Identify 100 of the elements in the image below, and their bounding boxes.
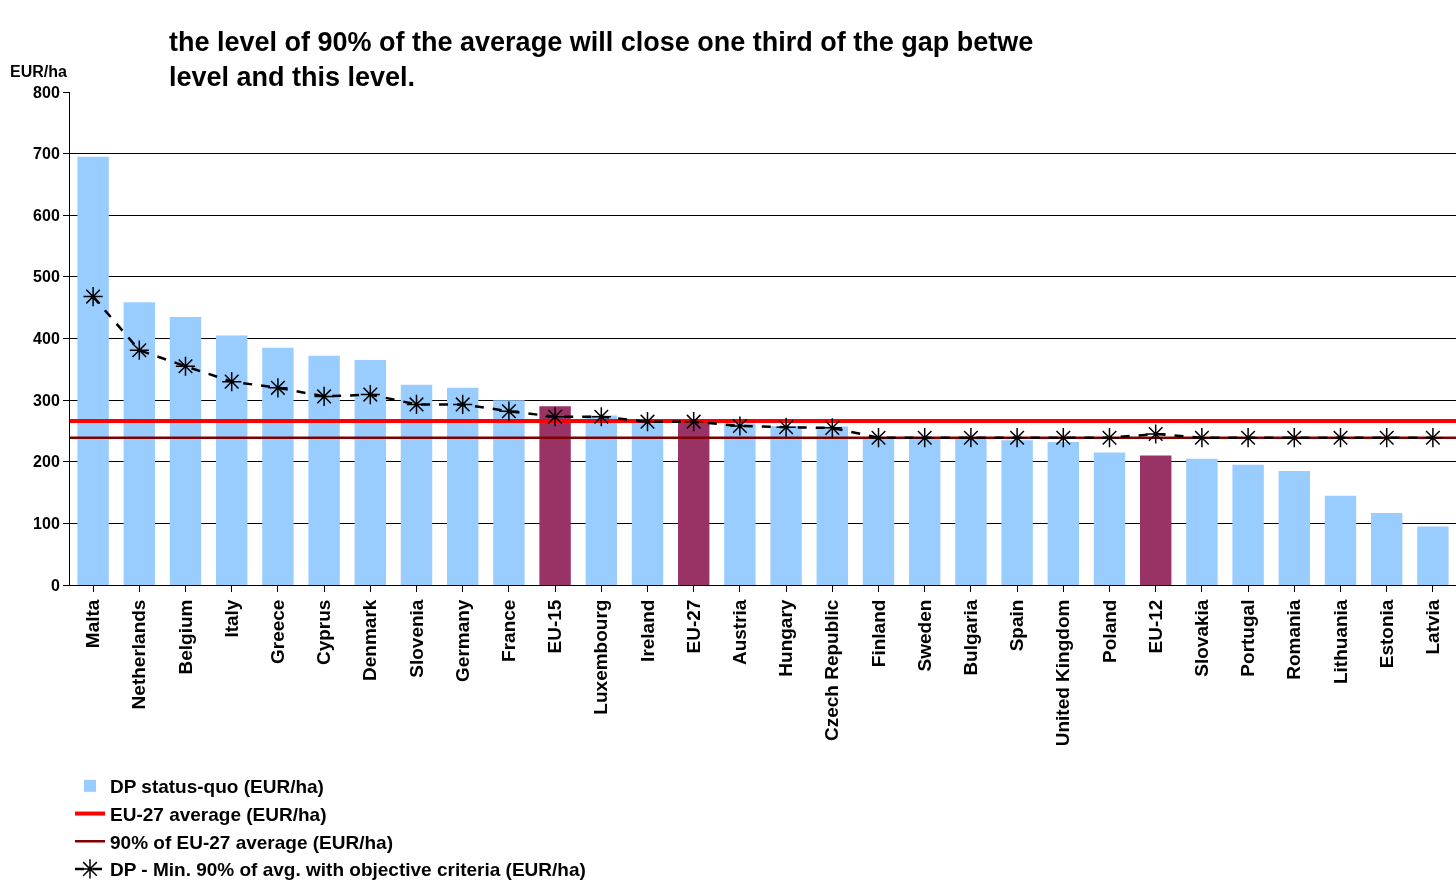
bar — [1186, 458, 1218, 585]
legend-label: 90% of EU-27 average (EUR/ha) — [110, 831, 393, 853]
y-tick-label: 600 — [33, 206, 60, 224]
y-axis-title: EUR/ha — [10, 63, 67, 80]
point — [498, 400, 520, 422]
x-tick-label: Germany — [451, 599, 473, 682]
x-tick-label: Malta — [82, 599, 104, 649]
y-tick-label: 400 — [33, 330, 60, 348]
point — [914, 427, 936, 449]
x-tick-label: Slovenia — [405, 599, 427, 678]
x-tick-label: Ireland — [636, 599, 658, 662]
bar — [262, 347, 294, 585]
legend-label: DP - Min. 90% of avg. with objective criteria (EUR/ha) — [110, 859, 586, 881]
bar — [1278, 470, 1311, 585]
point — [544, 406, 566, 428]
bar — [539, 406, 571, 585]
point — [868, 427, 889, 449]
bar — [1139, 455, 1172, 585]
bar — [1001, 440, 1033, 585]
point — [821, 417, 843, 439]
point — [82, 286, 104, 307]
bar — [215, 335, 248, 585]
x-tick-label: EU-12 — [1144, 599, 1166, 654]
point — [175, 355, 196, 377]
x-tick-label: Luxembourg — [590, 599, 612, 715]
bar — [770, 426, 802, 585]
legend-label: EU-27 average (EUR/ha) — [110, 803, 327, 825]
x-tick-label: Poland — [1098, 599, 1120, 663]
point — [452, 394, 474, 415]
x-tick-label: EU-15 — [544, 599, 566, 654]
x-tick-label: Slovakia — [1191, 599, 1213, 677]
point — [960, 427, 982, 449]
x-tick-label: Portugal — [1237, 599, 1259, 677]
x-tick-label: Hungary — [775, 599, 797, 677]
x-tick-label: Bulgaria — [960, 599, 982, 676]
x-tick-label: Latvia — [1422, 599, 1444, 655]
point — [406, 394, 427, 415]
bar — [862, 437, 895, 585]
x-tick-label: EU-27 — [682, 599, 704, 654]
point — [590, 406, 612, 428]
point — [683, 411, 705, 433]
x-tick-label: Estonia — [1375, 599, 1397, 669]
bar — [1417, 526, 1449, 585]
bar — [1232, 464, 1264, 585]
point — [729, 415, 751, 437]
point — [1422, 427, 1444, 449]
y-tick-label: 300 — [33, 391, 60, 409]
bar — [908, 438, 941, 585]
bar — [1370, 512, 1403, 585]
y-tick-label: 800 — [33, 83, 60, 101]
point — [267, 377, 289, 399]
y-tick-label: 700 — [33, 145, 60, 163]
bar — [816, 426, 849, 585]
bar — [1324, 495, 1357, 585]
x-tick-label: Finland — [867, 599, 889, 668]
bar — [955, 438, 987, 585]
x-tick-label: France — [498, 599, 520, 662]
x-tick-label: Czech Republic — [821, 599, 843, 742]
x-tick-label: Netherlands — [128, 599, 150, 710]
x-tick-label: United Kingdom — [1052, 599, 1074, 747]
bar — [1047, 442, 1080, 585]
bar — [308, 355, 340, 585]
bar — [493, 400, 525, 585]
bar — [1093, 452, 1126, 585]
chart-title: the level of 90% of the average will close one third of the gap betwe level and this level. — [169, 27, 1034, 93]
point — [1006, 427, 1028, 449]
x-tick-label: Romania — [1283, 599, 1305, 680]
point — [1330, 427, 1351, 449]
bar — [446, 387, 479, 585]
point — [1237, 427, 1259, 449]
y-tick-label: 0 — [50, 576, 60, 594]
bar — [724, 423, 756, 585]
x-tick-label: Belgium — [174, 599, 196, 675]
point — [1099, 427, 1120, 449]
bar — [354, 360, 387, 585]
bar — [77, 156, 109, 585]
point — [775, 416, 797, 438]
point — [313, 386, 335, 407]
x-tick-label: Lithuania — [1329, 599, 1351, 685]
x-tick-label: Spain — [1006, 599, 1028, 652]
point — [1191, 427, 1213, 449]
point — [221, 371, 243, 392]
x-tick-label: Sweden — [913, 599, 935, 672]
bar — [585, 415, 618, 585]
y-tick-label: 500 — [33, 268, 60, 286]
y-tick-label: 100 — [33, 514, 60, 532]
y-tick-label: 200 — [33, 453, 60, 471]
point — [359, 384, 381, 405]
x-tick-label: Cyprus — [313, 599, 335, 666]
bar — [400, 384, 433, 585]
legend-label: DP status-quo (EUR/ha) — [110, 776, 324, 798]
x-tick-label: Italy — [220, 599, 242, 638]
x-tick-label: Austria — [729, 599, 751, 666]
x-tick-label: Greece — [267, 599, 289, 665]
point — [128, 339, 150, 361]
x-tick-label: Denmark — [359, 599, 381, 681]
bar — [169, 316, 202, 585]
bar — [123, 302, 156, 585]
point — [1145, 423, 1167, 445]
point — [637, 411, 658, 433]
